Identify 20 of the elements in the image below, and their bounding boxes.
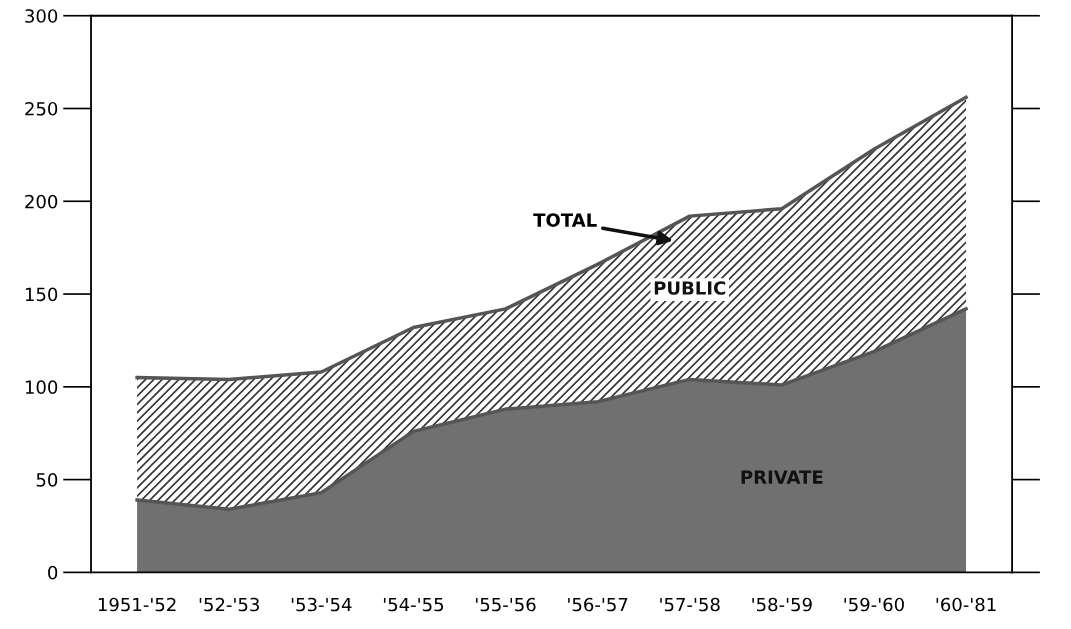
x-tick-label: '56-'57 <box>568 597 628 612</box>
x-tick-label: '52-'53 <box>199 597 259 612</box>
series-label: PUBLIC <box>654 281 726 295</box>
x-tick-label: 1951-'52 <box>98 597 176 612</box>
x-tick-label: '53-'54 <box>291 597 352 612</box>
x-tick-label: '55-'56 <box>476 597 536 612</box>
x-tick-label: '57-'58 <box>660 597 720 612</box>
series-label: PRIVATE <box>741 470 823 484</box>
y-tick-label: 250 <box>25 101 58 116</box>
y-tick-label: 0 <box>48 565 58 580</box>
y-tick-label: 200 <box>25 194 58 209</box>
y-tick-label: 50 <box>36 473 58 487</box>
x-tick-label: '58-'59 <box>752 597 812 612</box>
x-tick-label: '59-'60 <box>844 597 904 612</box>
x-tick-label: '60-'81 <box>936 597 996 612</box>
x-tick-label: '54-'55 <box>383 597 444 612</box>
y-tick-label: 150 <box>25 287 58 302</box>
y-tick-label: 100 <box>25 380 58 394</box>
annotation: TOTAL <box>533 213 597 227</box>
y-tick-label: 300 <box>25 9 58 23</box>
